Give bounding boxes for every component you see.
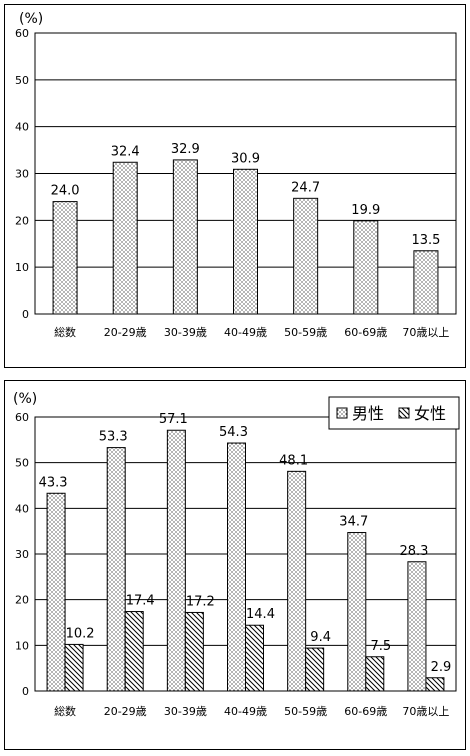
data-label: 14.4 (246, 607, 275, 622)
unit-label: (%) (19, 11, 43, 27)
data-label: 17.2 (186, 594, 215, 609)
bar-女性-5 (365, 656, 385, 692)
bar-total-4 (293, 197, 319, 315)
data-label: 7.5 (370, 639, 391, 654)
data-label: 24.0 (51, 184, 80, 199)
bar-total-0 (52, 201, 78, 315)
bar-total-6 (413, 250, 439, 315)
chart-panel-by-sex: (%) 0 10 20 30 40 50 60 43.3 10.2 総数 53.3 17.4 20-29歳… (4, 380, 466, 750)
x-category-label: 30-39歳 (164, 326, 207, 339)
chart-total-svg: (%) 0 10 20 30 40 50 60 24.0 総数 32.4 20-29歳 32.9 30-3… (15, 11, 457, 339)
y-tick-label: 60 (15, 411, 29, 424)
bar-男性-4 (287, 470, 307, 692)
y-tick-label: 50 (15, 74, 29, 87)
bar-女性-0 (64, 643, 84, 692)
x-category-label: 40-49歳 (224, 326, 267, 339)
legend-swatch (398, 407, 410, 419)
data-label: 34.7 (339, 515, 368, 530)
data-label: 53.3 (99, 430, 128, 445)
x-category-label: 70歳以上 (402, 705, 449, 718)
bar-男性-1 (106, 447, 126, 692)
bar-男性-3 (227, 442, 246, 692)
data-label: 2.9 (431, 660, 452, 675)
data-label: 9.4 (310, 630, 331, 645)
bar-女性-3 (245, 624, 264, 692)
data-label: 28.3 (399, 544, 428, 559)
data-label: 24.7 (291, 180, 320, 195)
bar-男性-6 (407, 561, 427, 692)
data-label: 13.5 (411, 233, 440, 248)
y-tick-label: 10 (15, 639, 29, 652)
y-tick-label: 40 (15, 121, 29, 134)
y-tick-label: 20 (15, 214, 29, 227)
bar-男性-5 (347, 532, 367, 692)
x-category-label: 20-29歳 (104, 326, 147, 339)
y-tick-label: 10 (15, 261, 29, 274)
bar-total-1 (112, 161, 138, 315)
data-label: 32.4 (111, 144, 140, 159)
data-label: 57.1 (159, 412, 188, 427)
x-category-label: 20-29歳 (104, 705, 147, 718)
y-tick-label: 30 (15, 548, 29, 561)
x-category-label: 40-49歳 (224, 705, 267, 718)
legend-box (328, 396, 460, 430)
x-category-label: 総数 (54, 325, 76, 339)
bar-total-3 (233, 168, 258, 315)
bar-total-5 (353, 220, 379, 315)
legend-label: 女性 (414, 404, 446, 423)
x-category-label: 総数 (54, 704, 76, 718)
y-tick-label: 30 (15, 168, 29, 181)
bar-女性-2 (184, 611, 204, 692)
x-category-label: 60-69歳 (344, 705, 387, 718)
bar-女性-1 (124, 611, 144, 692)
y-tick-label: 40 (15, 502, 29, 515)
y-tick-label: 60 (15, 27, 29, 40)
chart-panel-total: (%) 0 10 20 30 40 50 60 24.0 総数 32.4 20-29歳 32.9 30-3… (4, 4, 466, 368)
x-category-label: 50-59歳 (284, 326, 327, 339)
legend-swatch (336, 407, 348, 419)
x-category-label: 30-39歳 (164, 705, 207, 718)
bar-男性-2 (166, 429, 186, 692)
x-category-label: 60-69歳 (344, 326, 387, 339)
y-tick-label: 50 (15, 457, 29, 470)
unit-label: (%) (13, 391, 37, 407)
data-label: 30.9 (231, 151, 260, 166)
chart-by-sex-svg: (%) 0 10 20 30 40 50 60 43.3 10.2 総数 53.3 17.4 20-29歳… (13, 391, 460, 718)
legend-label: 男性 (352, 404, 384, 423)
data-label: 32.9 (171, 142, 200, 157)
y-tick-label: 0 (22, 685, 29, 698)
data-label: 17.4 (126, 594, 155, 609)
bar-女性-4 (305, 647, 325, 692)
y-tick-label: 20 (15, 594, 29, 607)
data-label: 19.9 (351, 203, 380, 218)
data-label: 43.3 (39, 475, 68, 490)
data-label: 54.3 (219, 425, 248, 440)
data-label: 48.1 (279, 453, 308, 468)
y-tick-label: 0 (22, 308, 29, 321)
data-label: 10.2 (66, 626, 95, 641)
x-category-label: 70歳以上 (402, 326, 449, 339)
bar-男性-0 (46, 492, 66, 692)
bar-total-2 (172, 159, 198, 315)
bar-女性-6 (425, 677, 445, 692)
x-category-label: 50-59歳 (284, 705, 327, 718)
